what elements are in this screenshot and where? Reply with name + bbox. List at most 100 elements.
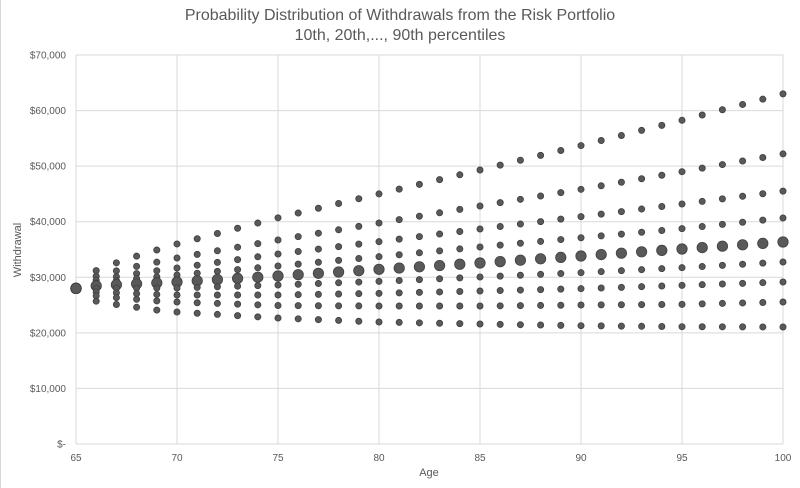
data-point <box>534 253 547 265</box>
data-point <box>779 214 787 222</box>
data-point <box>254 219 262 227</box>
data-point <box>779 150 787 158</box>
data-point <box>173 240 181 248</box>
data-point <box>254 313 262 321</box>
data-point <box>739 279 747 287</box>
data-point <box>597 232 605 240</box>
data-point <box>294 209 302 217</box>
data-point <box>698 323 706 331</box>
data-point <box>476 287 484 295</box>
data-point <box>294 302 302 310</box>
data-point <box>759 95 767 103</box>
data-point <box>638 283 646 291</box>
data-point <box>557 236 565 244</box>
data-point <box>555 251 567 264</box>
data-point <box>597 322 605 330</box>
data-point <box>658 121 666 129</box>
data-point <box>779 258 787 266</box>
data-point <box>476 225 484 233</box>
data-point <box>577 301 585 309</box>
data-point <box>456 287 464 295</box>
y-tick-label: $40,000 <box>30 217 67 228</box>
data-point <box>456 205 464 213</box>
data-point <box>759 323 767 331</box>
data-point <box>718 323 726 331</box>
data-point <box>476 320 484 328</box>
data-point <box>211 274 223 286</box>
data-point <box>516 239 524 247</box>
data-point <box>234 243 242 251</box>
data-point <box>779 298 787 306</box>
data-point <box>153 246 161 254</box>
data-point <box>718 299 726 307</box>
data-point <box>92 297 100 305</box>
data-point <box>718 161 726 169</box>
data-point <box>779 323 787 331</box>
data-point <box>739 218 747 226</box>
data-point <box>355 222 363 230</box>
data-point <box>112 301 120 309</box>
y-tick-label: $20,000 <box>30 328 67 339</box>
data-point <box>252 271 264 283</box>
data-points <box>70 90 789 331</box>
data-point <box>274 214 282 222</box>
data-point <box>173 298 181 306</box>
data-point <box>355 317 363 325</box>
data-point <box>537 286 545 294</box>
data-point <box>335 290 343 298</box>
data-point <box>496 161 504 169</box>
data-point <box>274 281 282 289</box>
data-point <box>314 280 322 288</box>
data-point <box>718 195 726 203</box>
data-point <box>335 279 343 287</box>
data-point <box>597 268 605 276</box>
data-point <box>617 322 625 330</box>
data-point <box>314 258 322 266</box>
data-point <box>413 261 425 273</box>
data-point <box>335 243 343 251</box>
data-point <box>617 283 625 291</box>
x-tick-label: 75 <box>272 453 284 464</box>
data-point <box>314 229 322 237</box>
data-point <box>496 223 504 231</box>
data-point <box>274 291 282 299</box>
data-point <box>638 126 646 134</box>
data-point <box>314 302 322 310</box>
data-point <box>739 299 747 307</box>
data-point <box>757 237 769 249</box>
data-point <box>595 249 607 261</box>
data-point <box>678 281 686 289</box>
data-point <box>759 190 767 198</box>
data-point <box>537 192 545 200</box>
data-point <box>779 90 787 98</box>
data-point <box>454 258 466 270</box>
data-point <box>193 250 201 258</box>
data-point <box>516 286 524 294</box>
data-point <box>678 264 686 272</box>
data-point <box>537 301 545 309</box>
data-point <box>716 240 729 252</box>
data-point <box>213 229 221 237</box>
data-point <box>494 256 506 268</box>
data-point <box>254 253 262 261</box>
data-point <box>456 320 464 328</box>
data-point <box>314 290 322 298</box>
data-point <box>393 262 405 274</box>
data-point <box>133 252 141 260</box>
data-point <box>537 270 545 278</box>
data-point <box>415 288 423 296</box>
data-point <box>456 171 464 179</box>
data-point <box>173 284 181 292</box>
data-point <box>133 262 141 270</box>
data-point <box>638 228 646 236</box>
data-point <box>476 273 484 281</box>
data-point <box>294 291 302 299</box>
data-point <box>355 195 363 203</box>
data-point <box>474 257 486 269</box>
data-point <box>698 223 706 231</box>
data-point <box>496 241 504 249</box>
data-point <box>436 275 444 283</box>
data-point <box>133 295 141 303</box>
data-point <box>638 205 646 213</box>
data-point <box>698 263 706 271</box>
